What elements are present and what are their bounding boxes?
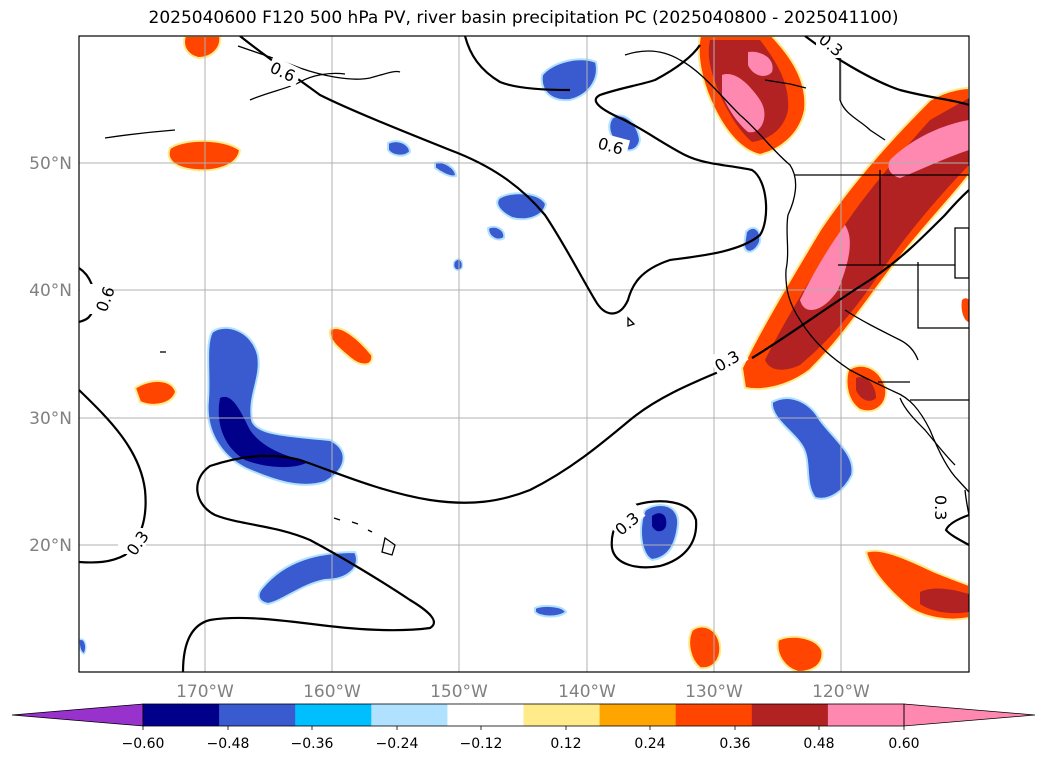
pv-contour-06-top <box>463 36 571 92</box>
pos-patch-top-left <box>183 36 222 60</box>
positive-precip-patches <box>133 36 969 672</box>
colorbar: −0.60 −0.48 −0.36 −0.24 −0.12 0.12 0.24 … <box>11 703 1036 752</box>
colorbar-bin <box>219 704 296 726</box>
lon-label: 170°W <box>176 682 234 702</box>
colorbar-extend-min <box>11 703 144 727</box>
negative-precip-patches <box>79 58 854 655</box>
colorbar-extend-max <box>903 703 1036 727</box>
pv-contour-03-edge <box>944 513 969 546</box>
colorbar-bin <box>675 704 753 726</box>
map-title: 2025040600 F120 500 hPa PV, river basin … <box>148 8 899 28</box>
pos-patch-mexico-coast-mid <box>920 588 969 614</box>
lon-label: 120°W <box>812 682 870 702</box>
neg-patch-tiny <box>452 258 464 271</box>
pv-contour-06-north <box>239 36 768 315</box>
lon-label: 140°W <box>558 682 616 702</box>
pv-contour-03-central <box>181 366 729 672</box>
colorbar-bin <box>447 704 524 726</box>
colorbar-tick-label: −0.36 <box>291 736 334 752</box>
neg-patch-core <box>218 396 308 468</box>
pos-patch-bc-coast-max <box>722 74 765 133</box>
lat-label: 50°N <box>29 154 72 174</box>
colorbar-ticks <box>142 726 905 730</box>
neg-patch-small-4 <box>434 161 458 178</box>
pos-patch-bc-coast-max-2 <box>748 51 773 76</box>
colorbar-bin <box>523 704 601 726</box>
lon-label: 160°W <box>303 682 361 702</box>
neg-patch-south-core <box>652 513 667 532</box>
neg-patch-hawaii-west <box>257 550 358 606</box>
lat-label: 40°N <box>29 281 72 301</box>
neg-patch-baja-offshore <box>770 397 854 500</box>
lat-label: 30°N <box>29 409 72 429</box>
pos-patch-baja-mid <box>856 377 876 401</box>
neg-patch-small-5 <box>486 225 506 241</box>
pv-contour-03-south <box>610 500 698 569</box>
neg-patch-edge <box>79 638 87 655</box>
neg-patch-south-20n <box>639 504 680 562</box>
neg-patch-gulf-alaska <box>540 58 598 102</box>
lon-label: 130°W <box>685 682 743 702</box>
colorbar-tick-label: 0.60 <box>888 736 919 752</box>
pos-patch-aleutian-west <box>167 139 242 172</box>
map-frame <box>78 35 970 673</box>
colorbar-tick-label: −0.60 <box>122 736 165 752</box>
colorbar-bin <box>751 704 829 726</box>
colorbar-bin <box>827 704 905 726</box>
colorbar-bin <box>599 704 677 726</box>
colorbar-tick-label: 0.36 <box>719 736 750 752</box>
pos-patch-south-1 <box>688 625 722 670</box>
colorbar-tick-label: 0.48 <box>803 736 834 752</box>
pos-patch-south-2 <box>776 635 824 672</box>
colorbar-bins <box>143 704 905 726</box>
colorbar-tick-label: −0.12 <box>460 736 503 752</box>
colorbar-tick-label: −0.48 <box>207 736 250 752</box>
colorbar-tick-label: −0.24 <box>376 736 419 752</box>
pos-patch-west-coast-max <box>800 225 850 311</box>
map-plot-area: 0.6 0.6 0.6 0.3 0.3 0.3 0.3 0.3 <box>79 36 969 672</box>
colorbar-bin <box>143 704 220 726</box>
latitude-labels: 50°N 40°N 30°N 20°N <box>29 154 72 556</box>
colorbar-tick-label: 0.12 <box>550 736 581 752</box>
pos-patch-east-edge <box>961 298 969 322</box>
colorbar-bin <box>371 704 448 726</box>
colorbar-bin <box>295 704 372 726</box>
lat-label: 20°N <box>29 536 72 556</box>
contour-label: 0.3 <box>931 495 950 520</box>
pv-contour-03-east <box>751 189 969 359</box>
map-gridlines <box>79 36 969 672</box>
lon-label: 150°W <box>430 682 488 702</box>
pos-patch-west-30n <box>133 380 178 406</box>
colorbar-tick-label: 0.24 <box>634 736 665 752</box>
pv-contour-03-west <box>79 389 147 564</box>
pos-patch-central-35n <box>328 327 374 366</box>
neg-patch-south-small <box>534 604 568 618</box>
longitude-labels: 170°W 160°W 150°W 140°W 130°W 120°W <box>176 682 870 702</box>
neg-patch-small-3 <box>387 140 412 157</box>
